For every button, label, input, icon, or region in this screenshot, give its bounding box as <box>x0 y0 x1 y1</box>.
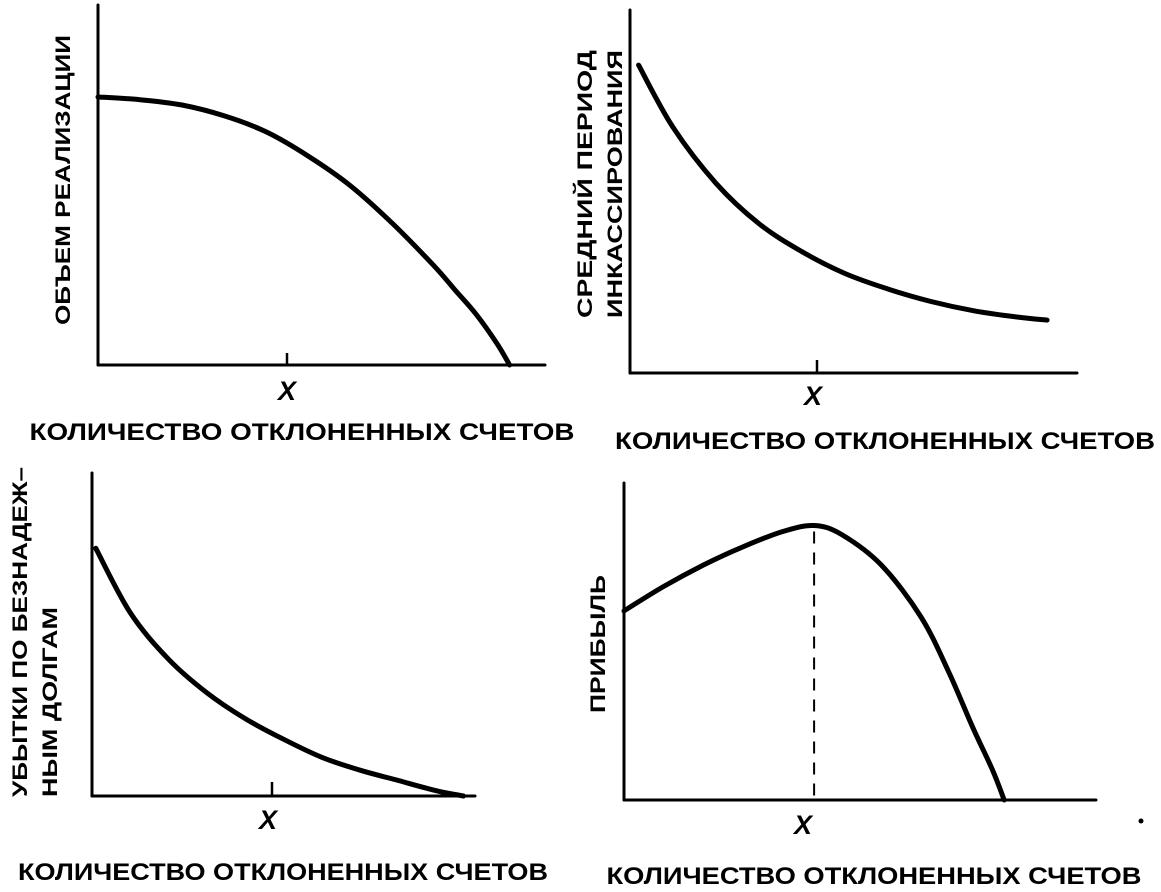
x-tick-label: X <box>802 381 824 411</box>
chart-panel-bad-debt-losses: X КОЛИЧЕСТВО ОТКЛОНЕННЫХ СЧЕТОВ УБЫТКИ П… <box>9 467 548 886</box>
bad-debt-losses-curve <box>93 545 466 799</box>
y-axis-label-line-1: ПРИБЫЛЬ <box>587 575 610 713</box>
y-axis-label: ПРИБЫЛЬ <box>587 575 610 713</box>
y-axis-label-line-1: ОБЪЕМ РЕАЛИЗАЦИИ <box>52 35 75 325</box>
chart-panel-profit: X КОЛИЧЕСТВО ОТКЛОНЕННЫХ СЧЕТОВ ПРИБЫЛЬ <box>587 481 1142 890</box>
x-tick-label: X <box>257 805 279 835</box>
x-tick-label: X <box>792 810 814 840</box>
x-tick-label: X <box>276 376 298 406</box>
x-axis-label: КОЛИЧЕСТВО ОТКЛОНЕННЫХ СЧЕТОВ <box>30 419 575 446</box>
x-axis-label: КОЛИЧЕСТВО ОТКЛОНЕННЫХ СЧЕТОВ <box>18 859 548 886</box>
sales-volume-curve <box>95 94 513 368</box>
y-axis-label-line-2: ИНКАССИРОВАНИЯ <box>604 50 627 318</box>
profit-curve <box>621 522 1007 803</box>
y-axis-label-line-1: СРЕДНИЙ ПЕРИОД <box>573 50 597 318</box>
collection-period-curve <box>636 62 1050 323</box>
y-axis-label-line-1: УБЫТКИ ПО БЕЗНАДЕЖ– <box>9 467 32 797</box>
y-axis-label: СРЕДНИЙ ПЕРИОД ИНКАССИРОВАНИЯ <box>573 50 627 318</box>
y-axis-label-line-2: НЫМ ДОЛГАМ <box>39 607 62 797</box>
chart-panel-sales-volume: X КОЛИЧЕСТВО ОТКЛОНЕННЫХ СЧЕТОВ ОБЪЕМ РЕ… <box>30 3 575 446</box>
x-axis-label: КОЛИЧЕСТВО ОТКЛОНЕННЫХ СЧЕТОВ <box>615 428 1155 455</box>
y-axis-label: ОБЪЕМ РЕАЛИЗАЦИИ <box>52 35 75 325</box>
ink-speck <box>1138 818 1144 824</box>
y-axis-label: УБЫТКИ ПО БЕЗНАДЕЖ– НЫМ ДОЛГАМ <box>9 467 62 797</box>
x-axis-label: КОЛИЧЕСТВО ОТКЛОНЕННЫХ СЧЕТОВ <box>607 863 1142 890</box>
chart-panel-collection-period: X КОЛИЧЕСТВО ОТКЛОНЕННЫХ СЧЕТОВ СРЕДНИЙ … <box>573 8 1155 455</box>
